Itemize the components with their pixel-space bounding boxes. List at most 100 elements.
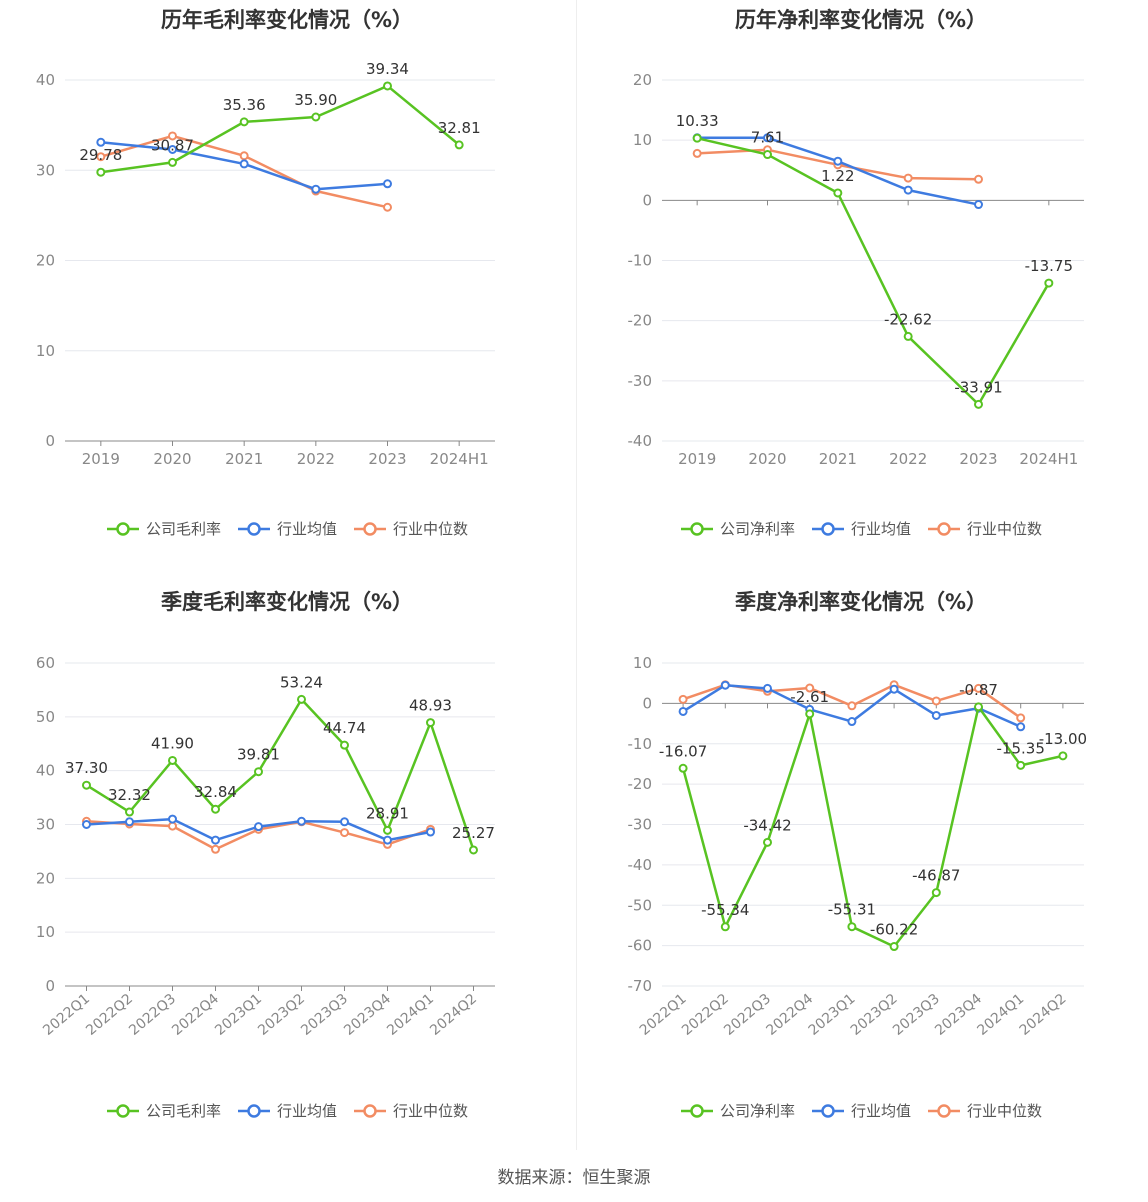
data-label: 35.36: [223, 96, 266, 114]
y-tick-label: 0: [642, 191, 652, 209]
legend-swatch-icon: [106, 521, 139, 536]
legend-item[interactable]: 行业均值: [811, 1100, 911, 1121]
x-tick-label: 2024Q2: [427, 991, 480, 1039]
legend-swatch-icon: [106, 1103, 139, 1118]
data-label: 29.78: [79, 146, 122, 164]
legend-label: 行业均值: [276, 1102, 337, 1120]
chart-title: 季度净利率变化情况（%）: [734, 590, 988, 614]
y-tick-label: 40: [36, 762, 55, 780]
chart-title: 季度毛利率变化情况（%）: [160, 590, 414, 614]
data-label: -34.42: [743, 816, 791, 834]
y-tick-label: 50: [36, 708, 55, 726]
legend-item[interactable]: 公司净利率: [680, 518, 795, 539]
x-tick-label: 2023Q2: [848, 991, 901, 1039]
x-tick-label: 2019: [82, 450, 120, 468]
data-point: [974, 200, 983, 210]
data-point: [82, 780, 91, 790]
data-label: 41.90: [151, 734, 194, 752]
data-point: [383, 825, 392, 835]
data-point: [297, 694, 306, 704]
legend-item[interactable]: 公司净利率: [680, 1100, 795, 1121]
legend-label: 行业均值: [276, 520, 337, 538]
y-tick-label: 10: [633, 131, 652, 149]
data-point: [720, 922, 730, 932]
data-point: [383, 179, 392, 189]
data-point: [833, 188, 843, 198]
data-point: [168, 821, 177, 831]
x-tick-label: 2023Q4: [341, 991, 394, 1039]
data-point: [763, 683, 772, 693]
data-point: [847, 922, 857, 932]
legend-item[interactable]: 公司毛利率: [106, 518, 221, 539]
legend-swatch-icon: [680, 521, 713, 536]
data-label: 10.33: [676, 112, 719, 130]
legend-swatch-dot: [937, 521, 951, 536]
y-tick-label: 20: [36, 252, 55, 270]
data-point: [720, 680, 730, 690]
legend-item[interactable]: 行业均值: [237, 518, 337, 539]
legend-item[interactable]: 行业中位数: [353, 1100, 468, 1121]
data-point: [96, 152, 106, 162]
data-point: [426, 718, 435, 728]
legend-swatch-dot: [690, 521, 704, 536]
y-tick-label: -70: [628, 977, 653, 995]
legend-item[interactable]: 行业均值: [811, 518, 911, 539]
x-tick-label: 2024Q1: [384, 991, 437, 1039]
data-point: [340, 740, 349, 750]
data-point: [805, 683, 815, 693]
data-label: 7.61: [751, 129, 784, 147]
legend-swatch-dot: [116, 1103, 130, 1118]
legend-swatch-dot: [821, 1103, 835, 1118]
legend-label: 行业中位数: [967, 1102, 1043, 1120]
legend-swatch-icon: [680, 1103, 713, 1118]
data-point: [1058, 751, 1068, 761]
legend-item[interactable]: 行业均值: [237, 1100, 337, 1121]
legend-swatch-dot: [937, 1103, 951, 1118]
legend-label: 公司毛利率: [145, 1102, 221, 1120]
data-label: 30.87: [151, 136, 194, 154]
chart-legend: 公司净利率 行业均值 行业中位数: [574, 518, 1148, 539]
x-tick-label: 2022Q1: [40, 991, 93, 1039]
x-tick-label: 2023: [368, 450, 406, 468]
data-label: 39.81: [237, 746, 280, 764]
data-label: 32.81: [438, 119, 481, 137]
data-point: [678, 694, 688, 704]
y-tick-label: 10: [36, 342, 55, 360]
data-label: -13.75: [1025, 257, 1073, 275]
data-label: -55.34: [701, 901, 749, 919]
data-point: [454, 140, 464, 150]
data-point: [974, 399, 983, 409]
legend-item[interactable]: 行业中位数: [927, 1100, 1042, 1121]
data-point: [1044, 278, 1054, 288]
legend-item[interactable]: 行业中位数: [927, 518, 1042, 539]
data-point: [383, 835, 392, 845]
x-tick-label: 2019: [678, 450, 716, 468]
x-tick-label: 2020: [153, 450, 191, 468]
legend-item[interactable]: 公司毛利率: [106, 1100, 221, 1121]
series-line: [100, 84, 460, 174]
data-point: [833, 156, 843, 166]
series-line: [681, 705, 1064, 948]
x-tick-label: 2023Q1: [806, 991, 859, 1039]
data-label: 35.90: [294, 91, 337, 109]
data-point: [383, 202, 392, 212]
legend-swatch-dot: [363, 1103, 377, 1118]
data-point: [678, 706, 688, 716]
y-tick-label: -10: [628, 252, 653, 270]
data-label: -16.07: [659, 742, 707, 760]
legend-item[interactable]: 行业中位数: [353, 518, 468, 539]
legend-swatch-dot: [821, 521, 835, 536]
data-point: [469, 845, 478, 855]
data-label: 44.74: [323, 719, 366, 737]
data-point: [340, 828, 349, 838]
chart-plot: -40 -30 -20 -10 0 10 20 2019 2020 2021 2022 2023 202…: [628, 71, 1084, 468]
data-point: [125, 817, 134, 827]
legend-label: 行业均值: [850, 520, 911, 538]
y-tick-label: -20: [628, 312, 653, 330]
y-tick-label: 0: [45, 977, 55, 995]
data-point: [931, 710, 941, 720]
data-label: -15.35: [997, 739, 1045, 757]
y-tick-label: -50: [628, 896, 653, 914]
y-tick-label: 40: [36, 71, 55, 89]
data-point: [211, 844, 220, 854]
